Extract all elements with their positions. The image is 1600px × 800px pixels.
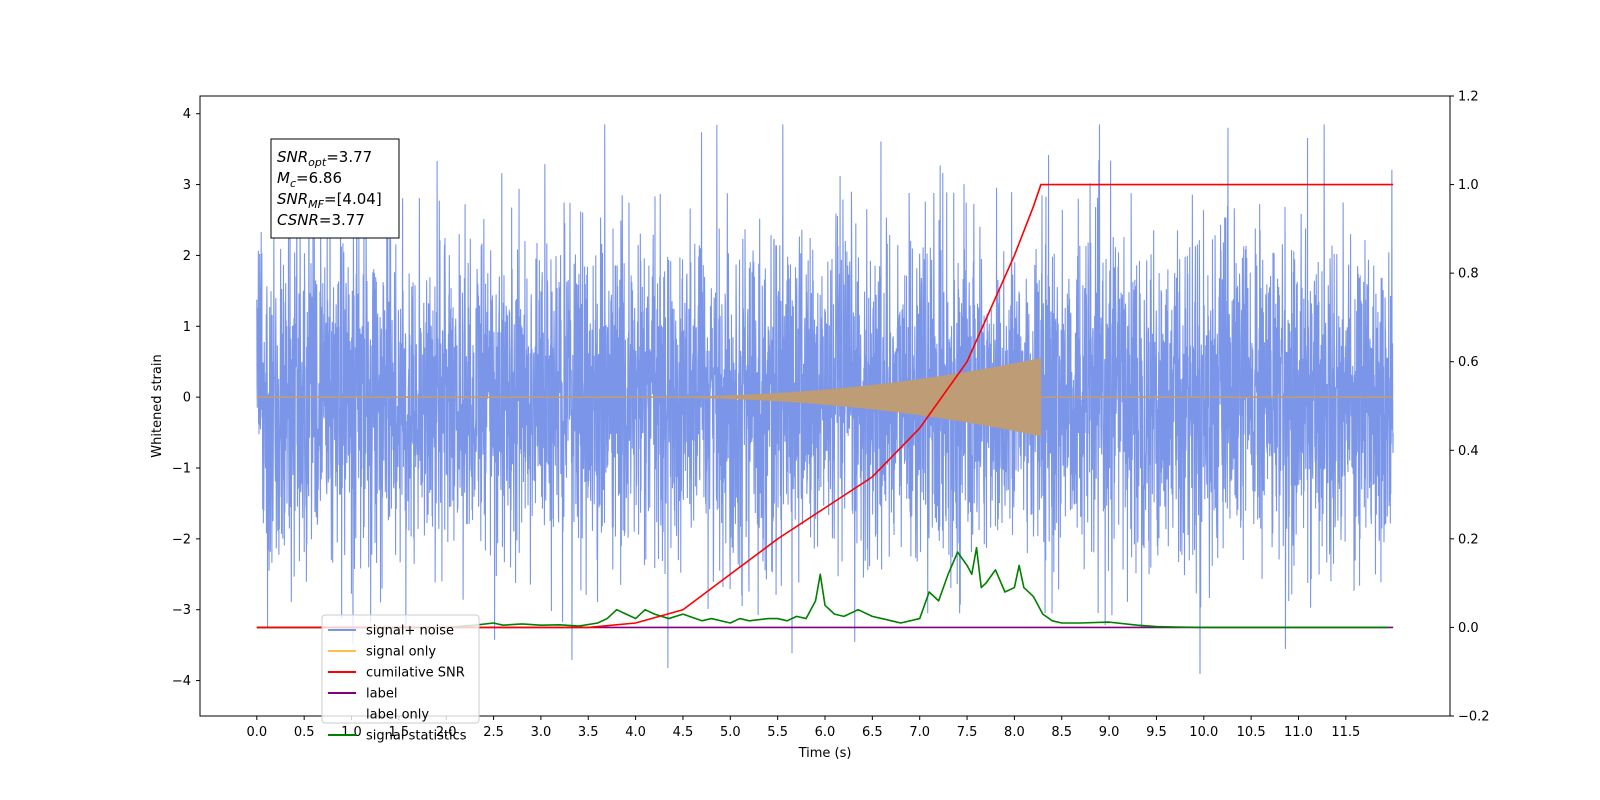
legend-label: label only <box>366 708 429 723</box>
x-tick-label: 8.5 <box>1051 725 1072 740</box>
y-tick-label: −2 <box>172 532 191 547</box>
x-tick-label: 7.5 <box>957 725 978 740</box>
y-axis-label: Whitened strain <box>150 354 165 457</box>
x-tick-label: 1.0 <box>341 725 362 740</box>
x-tick-label: 10.0 <box>1189 725 1218 740</box>
x-tick-label: 8.0 <box>1004 725 1025 740</box>
legend-label: signal+ noise <box>366 624 454 639</box>
x-tick-label: 10.5 <box>1237 725 1266 740</box>
y-tick-label: −3 <box>172 603 191 618</box>
x-tick-label: 5.5 <box>767 725 788 740</box>
x-tick-label: 0.5 <box>294 725 315 740</box>
x-axis-ticks: 0.0 0.5 1.0 1.5 2.0 2.5 3.0 3.5 4.0 4.5 5.0 5.5 6.0 6… <box>246 716 1360 740</box>
x-tick-label: 2.0 <box>436 725 457 740</box>
annotation-line: Mc=6.86 <box>277 169 342 190</box>
y-right-tick-label: 1.2 <box>1458 90 1479 105</box>
y-right-tick-label: 0.6 <box>1458 355 1479 370</box>
series-signal-only-chirp <box>635 357 1042 437</box>
y-tick-label: 4 <box>183 107 191 122</box>
x-tick-label: 4.5 <box>673 725 694 740</box>
x-tick-label: 6.0 <box>815 725 836 740</box>
annotation-frame <box>270 138 400 239</box>
legend-label: signal only <box>366 645 436 660</box>
x-tick-label: 0.0 <box>246 725 267 740</box>
legend-label: signal statistics <box>366 729 467 744</box>
y-tick-label: 3 <box>183 178 191 193</box>
annotation-line: SNRMF=[4.04] <box>277 190 382 211</box>
y-axis-right-ticks: −0.2 0.0 0.2 0.4 0.6 0.8 1.0 1.2 <box>1450 90 1490 725</box>
y-right-tick-label: 0.0 <box>1458 621 1479 636</box>
y-right-tick-label: 1.0 <box>1458 178 1479 193</box>
x-tick-label: 9.0 <box>1099 725 1120 740</box>
annotation-line: SNRopt=3.77 <box>277 148 372 169</box>
series-cumulative-snr <box>256 183 1394 629</box>
y-tick-label: −4 <box>172 674 191 689</box>
x-tick-label: 2.5 <box>483 725 504 740</box>
x-tick-label: 3.5 <box>578 725 599 740</box>
x-tick-label: 11.0 <box>1284 725 1313 740</box>
annotation-line: CSNR=3.77 <box>277 211 365 229</box>
y-axis-left-ticks: −4 −3 −2 −1 0 1 2 3 4 <box>172 107 200 689</box>
legend-label: cumilative SNR <box>366 666 465 681</box>
y-tick-label: 1 <box>183 320 191 335</box>
x-tick-label: 6.5 <box>862 725 883 740</box>
x-tick-label: 11.5 <box>1331 725 1360 740</box>
series-signal-statistics <box>256 546 1389 629</box>
x-tick-label: 3.0 <box>531 725 552 740</box>
legend-label: label <box>366 687 397 702</box>
x-axis-label: Time (s) <box>798 746 852 761</box>
x-tick-label: 5.0 <box>720 725 741 740</box>
legend-frame <box>321 614 480 724</box>
y-right-tick-label: 0.4 <box>1458 444 1479 459</box>
x-tick-label: 1.5 <box>389 725 410 740</box>
y-tick-label: −1 <box>172 462 191 477</box>
y-right-tick-label: 0.8 <box>1458 267 1479 282</box>
y-right-tick-label: 0.2 <box>1458 532 1479 547</box>
x-tick-label: 7.0 <box>909 725 930 740</box>
series-signal-plus-noise <box>256 124 1394 675</box>
y-right-tick-label: −0.2 <box>1458 710 1490 725</box>
legend: signal+ noise signal only cumilative SNR la… <box>321 614 480 744</box>
x-tick-label: 9.5 <box>1146 725 1167 740</box>
x-tick-label: 4.0 <box>625 725 646 740</box>
y-tick-label: 2 <box>183 249 191 264</box>
y-tick-label: 0 <box>183 391 191 406</box>
